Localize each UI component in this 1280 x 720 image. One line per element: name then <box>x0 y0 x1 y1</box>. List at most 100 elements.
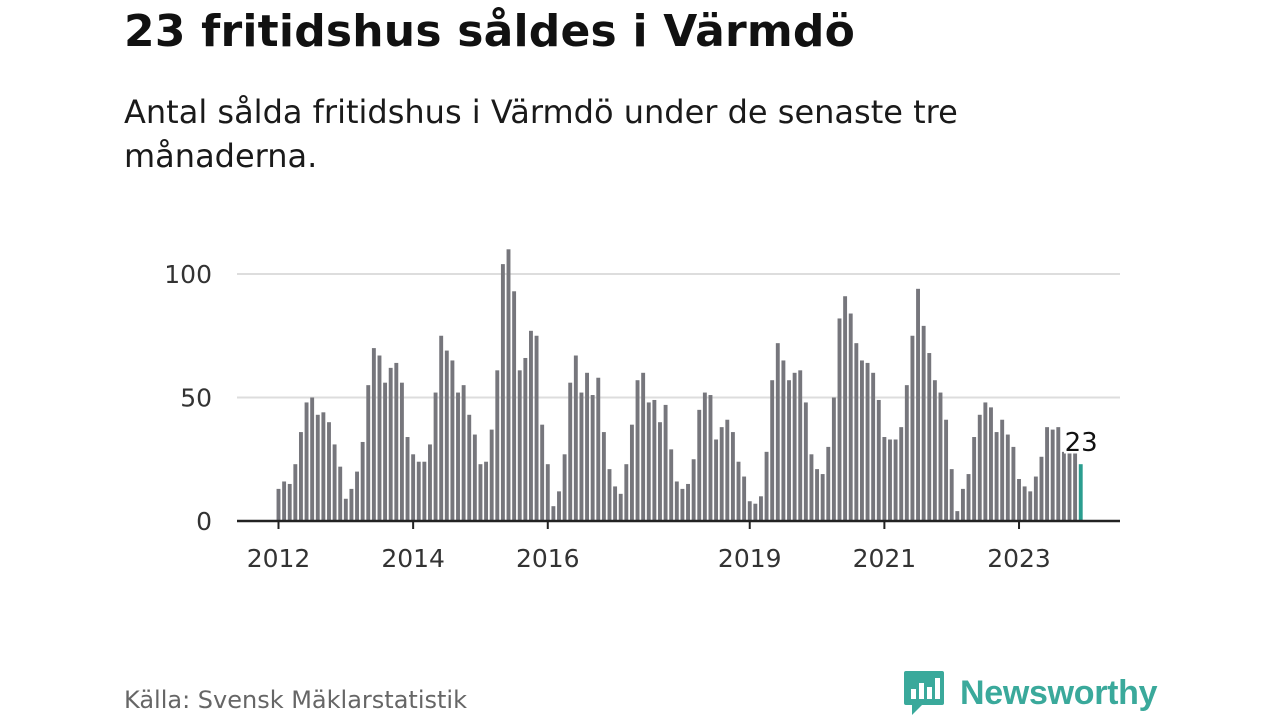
bar <box>489 429 494 521</box>
bar <box>551 506 556 521</box>
bar <box>310 397 315 521</box>
bar <box>495 370 500 521</box>
bar <box>803 402 808 521</box>
y-tick-label: 0 <box>196 507 212 536</box>
bar <box>1028 491 1033 521</box>
bar <box>977 414 982 521</box>
bar <box>921 325 926 521</box>
bar <box>747 501 752 521</box>
bar <box>1061 451 1066 521</box>
y-tick-label: 50 <box>180 384 212 413</box>
bar <box>590 395 595 521</box>
bar <box>388 367 393 521</box>
brand-logo[interactable]: Newsworthy <box>902 670 1158 716</box>
bar <box>371 348 376 521</box>
bar <box>736 461 741 521</box>
bar <box>854 343 859 521</box>
bar <box>456 392 460 521</box>
bar <box>601 432 606 521</box>
bar <box>792 372 797 521</box>
bar <box>686 483 690 521</box>
chart-title: 23 fritidshus såldes i Värmdö <box>124 6 856 57</box>
bar <box>697 409 702 521</box>
bar <box>562 454 567 521</box>
bar <box>674 481 679 521</box>
bar <box>663 404 668 521</box>
bar <box>949 469 954 521</box>
bar <box>927 353 932 521</box>
bar <box>859 360 864 521</box>
x-tick-label: 2021 <box>853 544 917 573</box>
bar <box>585 372 589 521</box>
bar <box>545 464 550 521</box>
bar <box>1045 427 1050 521</box>
bar <box>629 424 634 521</box>
bar <box>702 392 707 521</box>
bar <box>405 437 410 521</box>
bar <box>607 469 612 521</box>
bar <box>944 419 949 521</box>
bar <box>972 437 977 521</box>
bar <box>759 496 763 521</box>
bar <box>775 343 780 521</box>
bar <box>613 486 618 521</box>
bar <box>517 370 522 521</box>
bar <box>938 392 943 521</box>
bar <box>1067 451 1072 521</box>
bar <box>433 392 438 521</box>
bar-chart: 0 50 100 2012 2014 2016 2019 2021 2023 23 <box>164 249 1120 573</box>
bar <box>1033 476 1038 521</box>
bar <box>669 449 674 521</box>
bar <box>1005 434 1010 521</box>
bar <box>815 469 820 521</box>
bar <box>624 464 629 521</box>
source-note: Källa: Svensk Mäklarstatistik <box>124 686 467 714</box>
bar <box>1011 446 1016 521</box>
bar <box>719 427 724 521</box>
bar <box>1056 427 1061 521</box>
bar <box>428 444 432 521</box>
bar <box>843 296 848 521</box>
bar <box>871 372 876 521</box>
y-tick-label: 100 <box>164 260 212 289</box>
bar <box>1000 419 1005 521</box>
bar <box>484 461 489 521</box>
bar <box>826 446 831 521</box>
bar <box>764 451 769 521</box>
bar <box>293 464 298 521</box>
x-tick-label: 2012 <box>247 544 311 573</box>
bar <box>831 397 836 521</box>
bar <box>781 360 786 521</box>
bar <box>837 318 842 521</box>
bar <box>888 439 892 521</box>
bar <box>321 412 326 521</box>
bar <box>966 474 971 521</box>
bar <box>658 422 662 521</box>
bar <box>994 432 999 521</box>
bar <box>865 362 870 521</box>
bar <box>955 511 960 521</box>
bar <box>910 335 915 521</box>
bar <box>411 454 416 521</box>
bar <box>343 498 348 521</box>
bar <box>809 454 814 521</box>
annotation-label: 23 <box>1065 428 1098 458</box>
bar <box>282 481 287 521</box>
bar <box>512 291 517 521</box>
bar <box>753 503 758 521</box>
bar <box>332 444 337 521</box>
bar <box>989 407 993 521</box>
bar <box>383 382 388 521</box>
bar <box>893 439 898 521</box>
bar <box>478 464 483 521</box>
bar <box>691 459 696 521</box>
bar <box>399 382 404 521</box>
x-tick-label: 2014 <box>381 544 445 573</box>
bar <box>377 355 382 521</box>
bar <box>416 461 421 521</box>
bar <box>787 380 791 521</box>
bar <box>450 360 455 521</box>
bar <box>641 372 646 521</box>
bar <box>298 432 303 521</box>
bar <box>467 414 472 521</box>
